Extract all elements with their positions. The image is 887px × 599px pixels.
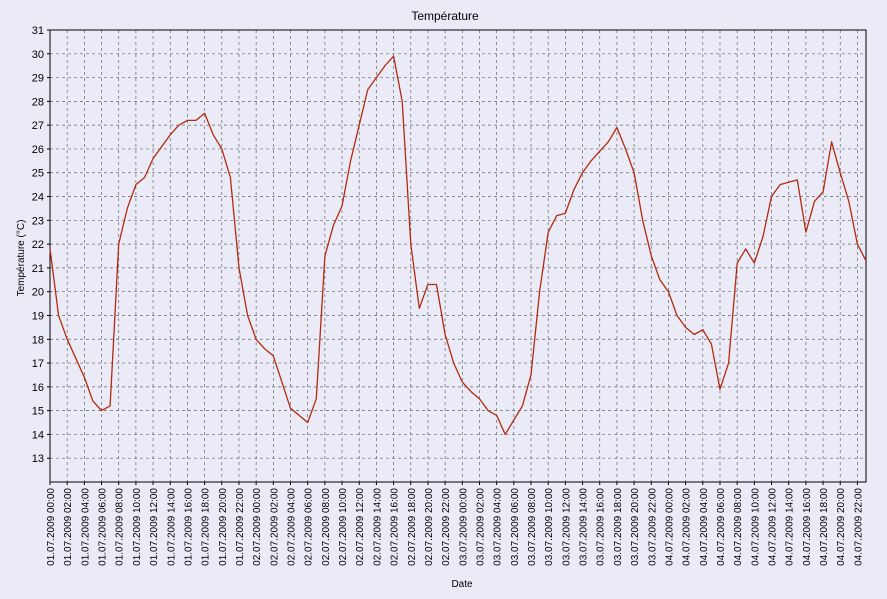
y-tick-label: 19 xyxy=(32,310,44,322)
x-tick-label: 01.07.2009 18:00 xyxy=(201,488,212,566)
x-tick-label: 01.07.2009 08:00 xyxy=(115,488,126,566)
x-tick-label: 03.07.2009 14:00 xyxy=(579,488,590,566)
y-tick-label: 20 xyxy=(32,287,44,299)
x-tick-label: 02.07.2009 02:00 xyxy=(269,488,280,566)
x-tick-label: 03.07.2009 00:00 xyxy=(458,488,469,566)
x-tick-label: 01.07.2009 22:00 xyxy=(235,488,246,566)
x-tick-label: 04.07.2009 12:00 xyxy=(768,488,779,566)
y-tick-label: 27 xyxy=(32,120,44,132)
x-tick-label: 03.07.2009 18:00 xyxy=(613,488,624,566)
x-tick-label: 03.07.2009 04:00 xyxy=(493,488,504,566)
x-tick-label: 01.07.2009 20:00 xyxy=(218,488,229,566)
x-tick-label: 01.07.2009 16:00 xyxy=(183,488,194,566)
x-tick-label: 03.07.2009 12:00 xyxy=(561,488,572,566)
plot-layer: 13 14 15 16 17 18 19 20 21 22 23 24 25 26 27 28 29 30 31 01… xyxy=(32,25,867,566)
x-tick-label: 03.07.2009 16:00 xyxy=(596,488,607,566)
x-tick-label: 04.07.2009 16:00 xyxy=(802,488,813,566)
x-tick-label: 01.07.2009 12:00 xyxy=(149,488,160,566)
x-tick-label: 03.07.2009 02:00 xyxy=(475,488,486,566)
y-tick-label: 28 xyxy=(32,96,44,108)
plot-frame xyxy=(49,29,867,483)
x-tick-label: 02.07.2009 08:00 xyxy=(321,488,332,566)
x-tick-label: 04.07.2009 02:00 xyxy=(682,488,693,566)
y-tick-label: 30 xyxy=(32,49,44,61)
y-tick-label: 22 xyxy=(32,239,44,251)
x-tick-label: 04.07.2009 04:00 xyxy=(699,488,710,566)
y-tick-label: 21 xyxy=(32,263,44,275)
x-tick-label: 01.07.2009 06:00 xyxy=(98,488,109,566)
y-tick-label: 18 xyxy=(32,334,44,346)
x-tick-label: 01.07.2009 02:00 xyxy=(63,488,74,566)
x-tick-label: 02.07.2009 06:00 xyxy=(304,488,315,566)
x-tick-label: 02.07.2009 18:00 xyxy=(407,488,418,566)
x-tick-label: 04.07.2009 22:00 xyxy=(853,488,864,566)
y-tick-label: 29 xyxy=(32,73,44,85)
x-tick-label: 02.07.2009 10:00 xyxy=(338,488,349,566)
x-axis-label: Date xyxy=(451,579,473,590)
x-tick-label: 04.07.2009 06:00 xyxy=(716,488,727,566)
x-tick-label: 04.07.2009 18:00 xyxy=(819,488,830,566)
x-tick-label: 03.07.2009 06:00 xyxy=(510,488,521,566)
x-tick-label: 01.07.2009 00:00 xyxy=(46,488,57,566)
x-tick-label: 02.07.2009 14:00 xyxy=(372,488,383,566)
x-tick-label: 02.07.2009 12:00 xyxy=(355,488,366,566)
y-tick-label: 23 xyxy=(32,215,44,227)
x-tick-label: 01.07.2009 04:00 xyxy=(80,488,91,566)
x-tick-label: 01.07.2009 14:00 xyxy=(166,488,177,566)
x-tick-label: 04.07.2009 00:00 xyxy=(664,488,675,566)
x-tick-label: 02.07.2009 04:00 xyxy=(287,488,298,566)
x-tick-label: 02.07.2009 22:00 xyxy=(441,488,452,566)
y-tick-label: 26 xyxy=(32,144,44,156)
x-tick-label: 04.07.2009 10:00 xyxy=(750,488,761,566)
y-tick-label: 14 xyxy=(32,429,44,441)
chart-title: Température xyxy=(411,9,479,23)
x-tick-label: 02.07.2009 20:00 xyxy=(424,488,435,566)
x-tick-label: 03.07.2009 10:00 xyxy=(544,488,555,566)
y-tick-label: 13 xyxy=(32,453,44,465)
x-tick-label: 03.07.2009 22:00 xyxy=(647,488,658,566)
x-tick-label: 02.07.2009 16:00 xyxy=(390,488,401,566)
y-tick-label: 31 xyxy=(32,25,44,37)
y-tick-label: 16 xyxy=(32,382,44,394)
y-axis-label: Température (°C) xyxy=(16,220,27,297)
x-tick-label: 03.07.2009 20:00 xyxy=(630,488,641,566)
x-tick-label: 04.07.2009 14:00 xyxy=(785,488,796,566)
temperature-series-line xyxy=(49,55,867,436)
plot-area xyxy=(50,30,866,482)
x-tick-label: 01.07.2009 10:00 xyxy=(132,488,143,566)
y-tick-label: 15 xyxy=(32,406,44,418)
x-tick-label: 02.07.2009 00:00 xyxy=(252,488,263,566)
x-tick-label: 03.07.2009 08:00 xyxy=(527,488,538,566)
x-tick-label: 04.07.2009 08:00 xyxy=(733,488,744,566)
y-tick-label: 24 xyxy=(32,192,44,204)
y-tick-label: 17 xyxy=(32,358,44,370)
x-tick-label: 04.07.2009 20:00 xyxy=(836,488,847,566)
y-tick-label: 25 xyxy=(32,168,44,180)
